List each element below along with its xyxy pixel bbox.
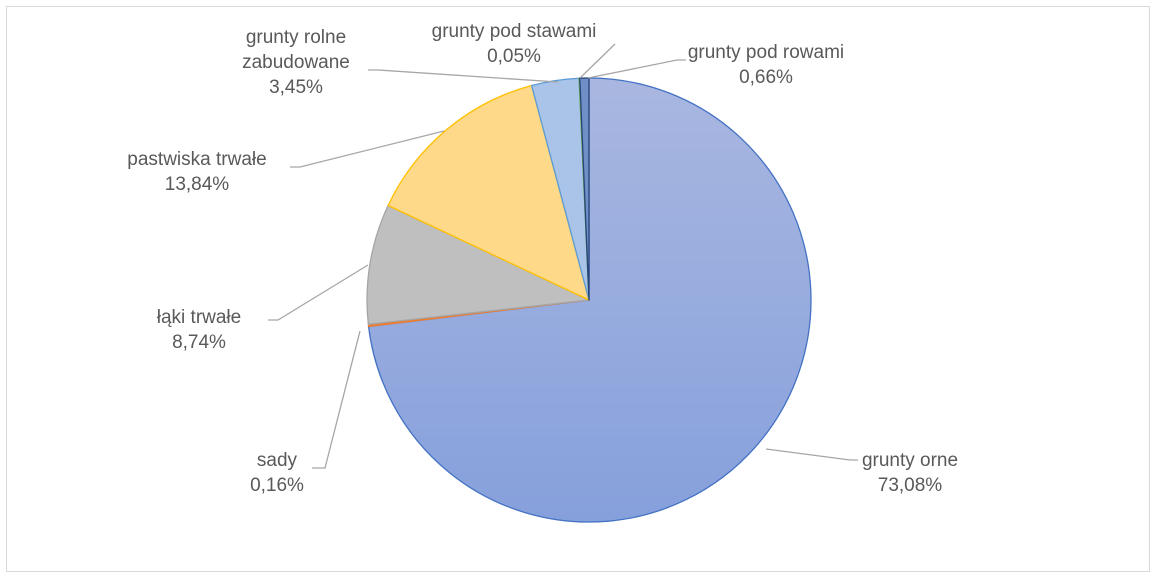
leader-line-6: [587, 59, 686, 79]
data-label-6: grunty pod rowami 0,66%: [688, 42, 844, 88]
leader-line-3: [290, 130, 445, 168]
data-label-1: sady 0,16%: [250, 450, 304, 496]
data-label-2: łąki trwałe 8,74%: [157, 307, 241, 353]
data-label-0: grunty orne 73,08%: [862, 450, 958, 496]
leader-line-1: [312, 330, 361, 469]
leader-line-2: [268, 264, 369, 321]
data-label-5: grunty pod stawami 0,05%: [432, 21, 597, 67]
data-label-4: grunty rolne zabudowane 3,45%: [242, 27, 350, 98]
pie-slice-0: [367, 77, 812, 523]
leader-lines: [268, 43, 858, 469]
leader-line-5: [579, 43, 616, 79]
pie-slices: [366, 77, 812, 523]
data-label-3: pastwiska trwałe 13,84%: [127, 149, 266, 195]
leader-line-0: [765, 448, 858, 461]
pie-slice-3: [387, 84, 590, 301]
data-labels: grunty orne 73,08% sady 0,16% łąki trwałe 8,7…: [127, 21, 958, 496]
leader-line-4: [368, 69, 559, 83]
pie-slice-2: [366, 204, 590, 325]
